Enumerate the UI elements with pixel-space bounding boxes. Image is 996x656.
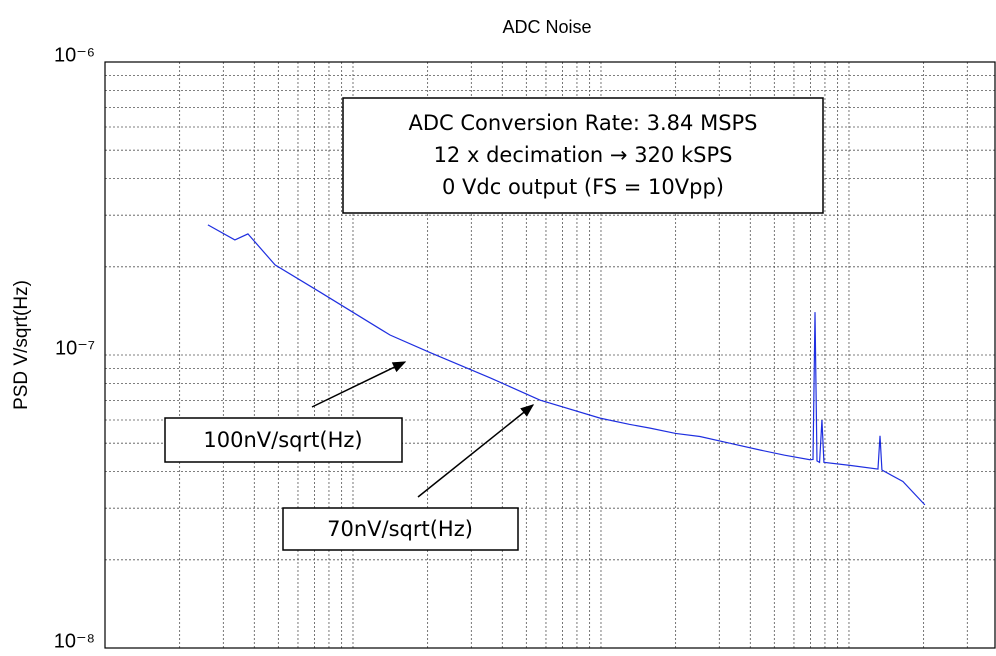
annotation-text: 12 x decimation → 320 kSPS xyxy=(434,143,733,167)
y-tick-label: 10⁻⁸ xyxy=(54,630,95,652)
annotation-arrow xyxy=(417,404,535,498)
data-line xyxy=(207,224,926,506)
annotation-text: 70nV/sqrt(Hz) xyxy=(327,517,473,541)
annotation-text: 0 Vdc output (FS = 10Vpp) xyxy=(442,175,724,199)
annotation-box xyxy=(342,97,824,214)
annotations: ADC Conversion Rate: 3.84 MSPS 12 x deci… xyxy=(164,97,824,551)
annotation-arrow xyxy=(311,361,407,408)
y-tick-label: 10⁻⁶ xyxy=(54,44,95,66)
plot-area xyxy=(207,224,926,506)
annotation-text: 100nV/sqrt(Hz) xyxy=(203,428,362,452)
y-tick-label: 10⁻⁷ xyxy=(55,337,95,359)
annotation-box xyxy=(282,507,519,551)
y-axis-label: PSD V/sqrt(Hz) xyxy=(11,280,32,410)
annotation-text: ADC Conversion Rate: 3.84 MSPS xyxy=(408,111,757,135)
annotation-box xyxy=(164,417,403,463)
axes-frame xyxy=(104,61,996,649)
chart-title: ADC Noise xyxy=(502,17,591,37)
